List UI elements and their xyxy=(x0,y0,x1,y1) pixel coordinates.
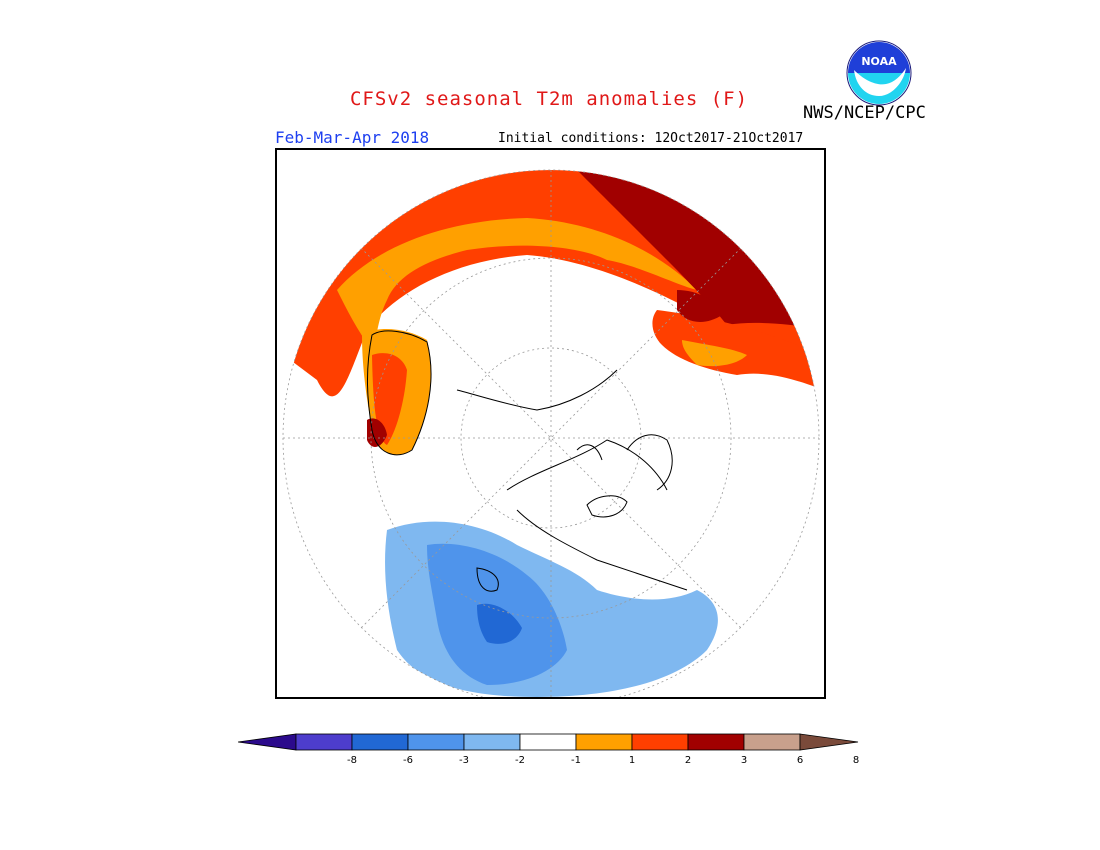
colorbar-tick-label: -8 xyxy=(347,755,357,766)
colorbar: -8 -6 -3 -2 -1 1 2 3 6 8 xyxy=(238,733,859,766)
colorbar-bin xyxy=(351,733,409,751)
agency-label: NWS/NCEP/CPC xyxy=(803,103,926,123)
colorbar-tick-label: -1 xyxy=(571,755,581,766)
warm-anomaly-east-asia-light xyxy=(682,340,747,367)
colorbar-tick-label: -3 xyxy=(459,755,469,766)
colorbar-tick-label: -2 xyxy=(515,755,525,766)
colorbar-bin xyxy=(407,733,465,751)
colorbar-high-arrow xyxy=(799,733,859,751)
initial-conditions-label: Initial conditions: 12Oct2017-21Oct2017 xyxy=(498,131,804,146)
colorbar-tick-label: -6 xyxy=(403,755,413,766)
warm-anomaly-band-light xyxy=(337,218,697,350)
warm-anomaly-greenland-dark xyxy=(367,418,387,447)
warm-anomaly-east-asia-dark xyxy=(677,290,722,322)
map-title: CFSv2 seasonal T2m anomalies (F) xyxy=(349,88,749,110)
colorbar-tick-label: 1 xyxy=(629,755,635,766)
graticule xyxy=(283,170,819,697)
colorbar-tick-label: 8 xyxy=(853,755,859,766)
noaa-logo-icon: NOAA xyxy=(846,40,912,106)
colorbar-tick-label: 2 xyxy=(685,755,691,766)
colorbar-bin xyxy=(519,733,577,751)
warm-anomaly-east-asia xyxy=(652,310,819,390)
map-boundary-circle xyxy=(282,169,820,697)
colorbar-tick-label: 3 xyxy=(741,755,747,766)
colorbar-low-arrow xyxy=(238,733,297,751)
colorbar-bin xyxy=(463,733,521,751)
colorbar-bin xyxy=(295,733,353,751)
cool-anomaly-core xyxy=(477,603,522,644)
colorbar-bin xyxy=(687,733,745,751)
colorbar-bin xyxy=(575,733,633,751)
colorbar-bin xyxy=(631,733,689,751)
season-label: Feb-Mar-Apr 2018 xyxy=(275,128,430,147)
coastlines xyxy=(367,330,688,592)
polar-map-frame xyxy=(275,148,826,699)
colorbar-tick-label: 6 xyxy=(797,755,803,766)
noaa-logo-text: NOAA xyxy=(861,55,897,68)
polar-map xyxy=(282,169,820,697)
colorbar-bin xyxy=(743,733,801,751)
